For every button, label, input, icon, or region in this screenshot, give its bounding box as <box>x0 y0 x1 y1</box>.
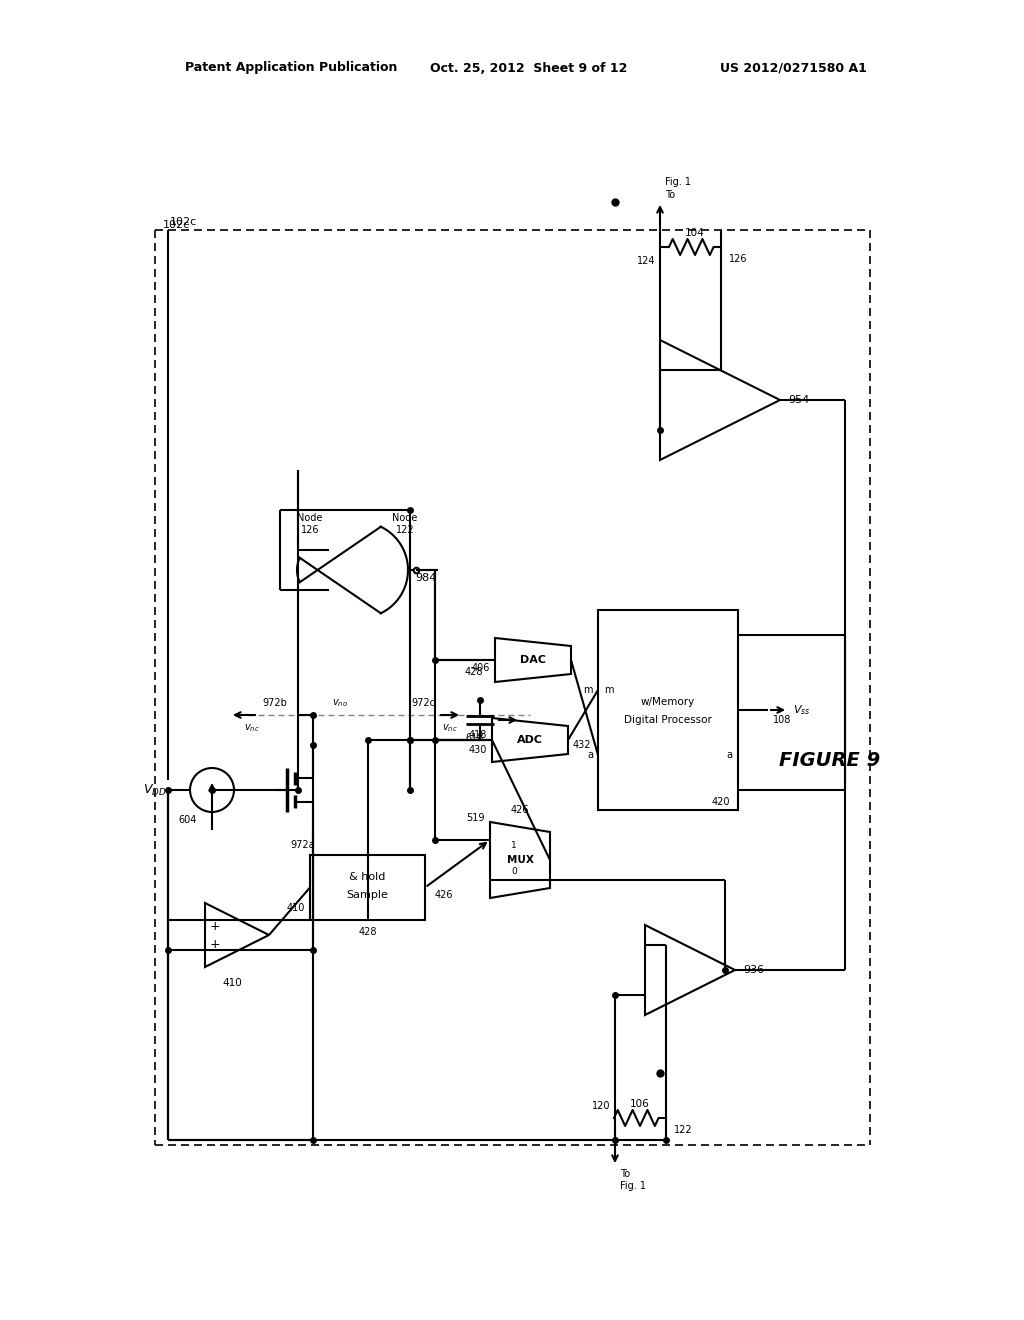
Text: 410: 410 <box>287 903 305 913</box>
Polygon shape <box>205 903 269 968</box>
Text: 618: 618 <box>466 733 484 743</box>
Text: Oct. 25, 2012  Sheet 9 of 12: Oct. 25, 2012 Sheet 9 of 12 <box>430 62 628 74</box>
Text: 122: 122 <box>674 1125 692 1135</box>
Text: Node: Node <box>392 513 418 523</box>
Text: 426: 426 <box>435 891 454 900</box>
Text: 418: 418 <box>469 730 487 741</box>
Text: 122: 122 <box>395 525 415 535</box>
Text: 106: 106 <box>630 1100 650 1109</box>
Text: DAC: DAC <box>520 655 546 665</box>
Text: FIGURE 9: FIGURE 9 <box>779 751 881 770</box>
Text: w/Memory: w/Memory <box>641 697 695 708</box>
Polygon shape <box>645 925 735 1015</box>
Text: US 2012/0271580 A1: US 2012/0271580 A1 <box>720 62 867 74</box>
Text: 126: 126 <box>729 253 748 264</box>
Text: 954: 954 <box>788 395 809 405</box>
Text: $v_{no}$: $v_{no}$ <box>332 697 348 709</box>
Text: Fig. 1: Fig. 1 <box>620 1181 646 1191</box>
Text: 972a: 972a <box>291 840 315 850</box>
Text: 972c: 972c <box>411 698 435 708</box>
Text: 426: 426 <box>511 805 529 814</box>
Text: 120: 120 <box>592 1101 610 1111</box>
Text: 102c: 102c <box>163 220 190 230</box>
Text: 126: 126 <box>301 525 319 535</box>
Text: & hold: & hold <box>349 873 386 883</box>
Text: m: m <box>584 685 593 696</box>
Polygon shape <box>495 638 571 682</box>
Bar <box>598 610 738 810</box>
Text: 519: 519 <box>467 813 485 822</box>
Text: Node: Node <box>297 513 323 523</box>
Text: Fig. 1: Fig. 1 <box>665 177 691 187</box>
Text: 432: 432 <box>573 741 592 750</box>
Text: 0: 0 <box>511 867 517 876</box>
Text: Sample: Sample <box>346 891 388 900</box>
Text: 984: 984 <box>415 573 436 583</box>
Text: Digital Processor: Digital Processor <box>624 715 712 725</box>
Text: $v_{nc}$: $v_{nc}$ <box>442 722 458 734</box>
Text: 430: 430 <box>469 744 487 755</box>
Text: 124: 124 <box>637 256 655 267</box>
Text: 1: 1 <box>511 841 517 850</box>
Text: 428: 428 <box>358 927 377 937</box>
Text: 104: 104 <box>685 228 705 238</box>
Text: 604: 604 <box>178 814 197 825</box>
Text: 406: 406 <box>472 663 490 673</box>
Text: a: a <box>587 750 593 760</box>
Text: +: + <box>210 920 220 932</box>
Text: $V_{ss}$: $V_{ss}$ <box>793 704 811 717</box>
Text: To: To <box>665 190 675 201</box>
Bar <box>310 855 425 920</box>
Text: +: + <box>210 937 220 950</box>
Polygon shape <box>490 822 550 898</box>
Polygon shape <box>492 718 568 762</box>
Text: MUX: MUX <box>507 855 534 865</box>
Text: a: a <box>726 750 732 760</box>
Text: ADC: ADC <box>517 735 543 744</box>
Text: 428: 428 <box>465 667 483 677</box>
Text: 972b: 972b <box>262 698 287 708</box>
Text: 936: 936 <box>743 965 764 975</box>
Text: $v_{nc}$: $v_{nc}$ <box>244 722 260 734</box>
Text: 410: 410 <box>222 978 242 987</box>
Text: 102c: 102c <box>170 216 198 227</box>
Text: Patent Application Publication: Patent Application Publication <box>185 62 397 74</box>
Text: 108: 108 <box>773 715 792 725</box>
Text: $V_{DD}$: $V_{DD}$ <box>143 783 167 797</box>
Text: To: To <box>620 1170 630 1179</box>
Text: 420: 420 <box>712 797 730 807</box>
Polygon shape <box>660 341 780 459</box>
Text: m: m <box>604 685 613 696</box>
